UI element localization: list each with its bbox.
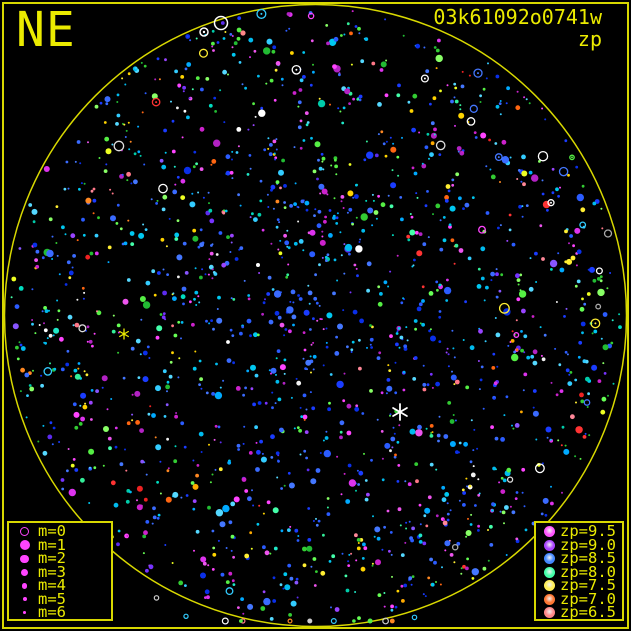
legend-m-row-label: m=5 [38, 589, 66, 608]
legend-zp-row-symbol-cell [538, 566, 560, 578]
legend-zp-row-symbol-cell [538, 580, 560, 592]
legend-m-row-symbol-cell [11, 583, 38, 589]
bright-dot [226, 340, 230, 344]
legend-zp-row-symbol-cell [538, 553, 560, 565]
legend-zp-row-label: zp=9.5 [560, 522, 616, 540]
legend-zp-row: zp=6.5 [538, 603, 622, 621]
legend-zp-row-symbol-cell [538, 526, 560, 538]
zp-color-swatch [543, 566, 555, 578]
zp-color-swatch [543, 580, 555, 592]
zp-color-swatch [543, 593, 555, 605]
legend-m-row-label: m=0 [38, 522, 66, 540]
zp-legend: zp=9.5 zp=9.0 zp=8.5 zp=8.0 zp=7.5 zp=7.0 zp=6… [534, 521, 624, 621]
legend-zp-row-label: zp=9.0 [560, 535, 616, 554]
filled-circle-symbol [22, 597, 27, 602]
bright-ring-symbol [213, 15, 229, 31]
filled-circle-symbol [21, 583, 28, 589]
filled-circle-symbol [19, 540, 30, 551]
legend-zp-row: zp=7.5 [538, 576, 622, 594]
legend-m-row: m=1 [11, 535, 111, 554]
filled-circle-symbol [23, 611, 26, 615]
zp-color-swatch [543, 539, 555, 551]
legend-zp-row-label: zp=8.5 [560, 549, 616, 567]
legend-zp-row-label: zp=7.5 [560, 576, 616, 594]
open-circle-symbol [20, 527, 29, 537]
legend-zp-row: zp=9.0 [538, 535, 622, 554]
zp-legend-rows: zp=9.5 zp=9.0 zp=8.5 zp=8.0 zp=7.5 zp=7.0 zp=6… [538, 522, 622, 621]
legend-zp-row-symbol-cell [538, 607, 560, 619]
legend-zp-row: zp=9.5 [538, 522, 622, 540]
legend-m-row: m=3 [11, 562, 111, 581]
legend-m-row-symbol-cell [11, 554, 38, 563]
bright-dot [256, 263, 260, 267]
bright-ring-symbol [199, 27, 209, 37]
legend-m-row-symbol-cell [11, 527, 38, 537]
magnitude-legend-rows: m=0 m=1 m=2 m=3 m=4 m=5 m=6 [11, 522, 111, 621]
legend-m-row-label: m=2 [38, 549, 66, 567]
legend-zp-row-symbol-cell [538, 593, 560, 605]
legend-m-row-label: m=4 [38, 576, 66, 594]
legend-m-row: m=6 [11, 603, 111, 621]
zp-color-swatch [543, 607, 555, 619]
legend-zp-row-label: zp=7.0 [560, 589, 616, 608]
legend-m-row-label: m=6 [38, 603, 66, 621]
legend-m-row: m=4 [11, 576, 111, 594]
field-boundary-circle [3, 3, 628, 628]
bright-star-asterisk [392, 403, 408, 421]
stars-layer [10, 8, 622, 625]
filled-circle-symbol [20, 554, 29, 563]
legend-m-row-symbol-cell [11, 597, 38, 602]
zp-color-swatch [543, 526, 555, 538]
legend-m-row-label: m=3 [38, 562, 66, 581]
bright-star-asterisk [119, 328, 129, 340]
magnitude-legend: m=0 m=1 m=2 m=3 m=4 m=5 m=6 [7, 521, 113, 621]
legend-m-row: m=5 [11, 589, 111, 608]
zp-color-swatch [543, 553, 555, 565]
legend-m-row-symbol-cell [11, 611, 38, 615]
color-variable-label: zp [577, 27, 602, 51]
legend-m-row: m=0 [11, 522, 111, 540]
legend-m-row-symbol-cell [11, 568, 38, 576]
legend-zp-row: zp=8.5 [538, 549, 622, 567]
legend-zp-row: zp=8.0 [538, 562, 622, 581]
filled-circle-symbol [21, 568, 28, 576]
field-direction-label: NE [16, 2, 76, 58]
legend-m-row-label: m=1 [38, 535, 66, 554]
legend-zp-row-label: zp=8.0 [560, 562, 616, 581]
legend-zp-row-symbol-cell [538, 539, 560, 551]
legend-m-row-symbol-cell [11, 540, 38, 551]
legend-zp-row-label: zp=6.5 [560, 603, 616, 621]
legend-m-row: m=2 [11, 549, 111, 567]
legend-zp-row: zp=7.0 [538, 589, 622, 608]
bright-dot [240, 30, 246, 36]
exposure-title: 03k61092o0741w [433, 5, 602, 29]
